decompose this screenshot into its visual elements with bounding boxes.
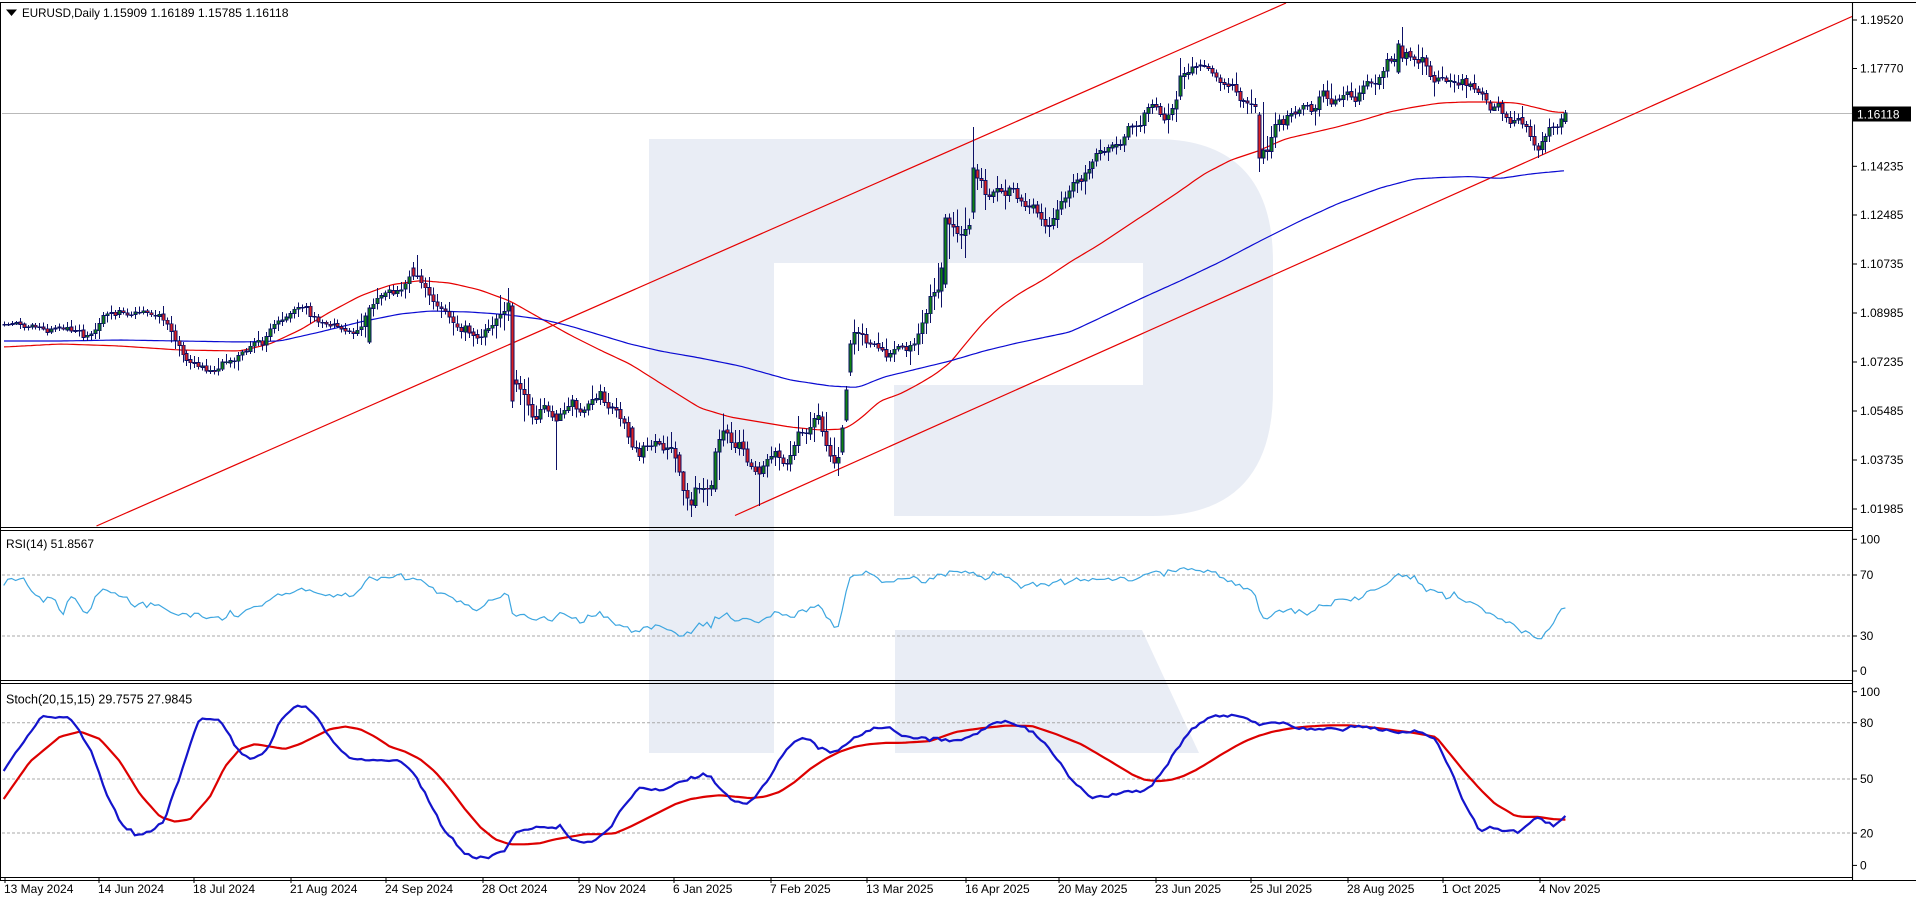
svg-text:1 Oct 2025: 1 Oct 2025 — [1442, 882, 1501, 896]
svg-text:30: 30 — [1860, 629, 1874, 643]
svg-text:1.12485: 1.12485 — [1860, 208, 1904, 222]
svg-text:100: 100 — [1860, 685, 1880, 699]
svg-text:1.08985: 1.08985 — [1860, 306, 1904, 320]
svg-text:50: 50 — [1860, 772, 1874, 786]
svg-text:1.07235: 1.07235 — [1860, 355, 1904, 369]
svg-text:1.10735: 1.10735 — [1860, 257, 1904, 271]
svg-text:EURUSD,Daily: EURUSD,Daily — [22, 7, 100, 20]
svg-text:14 Jun 2024: 14 Jun 2024 — [98, 882, 164, 896]
svg-text:28 Oct 2024: 28 Oct 2024 — [482, 882, 548, 896]
svg-text:21 Aug 2024: 21 Aug 2024 — [290, 882, 358, 896]
svg-text:6 Jan 2025: 6 Jan 2025 — [673, 882, 733, 896]
svg-text:25 Jul 2025: 25 Jul 2025 — [1250, 882, 1312, 896]
svg-text:0: 0 — [1860, 664, 1867, 678]
svg-text:1.19520: 1.19520 — [1860, 13, 1904, 27]
svg-text:100: 100 — [1860, 533, 1880, 547]
svg-text:23 Jun 2025: 23 Jun 2025 — [1155, 882, 1221, 896]
svg-text:Stoch(20,15,15) 29.7575 27.984: Stoch(20,15,15) 29.7575 27.9845 — [6, 693, 192, 707]
svg-text:29 Nov 2024: 29 Nov 2024 — [578, 882, 646, 896]
svg-text:70: 70 — [1860, 568, 1874, 582]
svg-text:13 May 2024: 13 May 2024 — [4, 882, 74, 896]
svg-text:1.01985: 1.01985 — [1860, 502, 1904, 516]
svg-text:24 Sep 2024: 24 Sep 2024 — [385, 882, 453, 896]
svg-text:18 Jul 2024: 18 Jul 2024 — [193, 882, 255, 896]
svg-text:1.15909 1.16189 1.15785 1.1611: 1.15909 1.16189 1.15785 1.16118 — [103, 6, 289, 20]
svg-text:4 Nov 2025: 4 Nov 2025 — [1539, 882, 1601, 896]
svg-text:1.16118: 1.16118 — [1857, 108, 1900, 122]
svg-text:7 Feb 2025: 7 Feb 2025 — [770, 882, 831, 896]
svg-text:0: 0 — [1860, 859, 1867, 873]
svg-text:16 Apr 2025: 16 Apr 2025 — [965, 882, 1030, 896]
svg-text:RSI(14) 51.8567: RSI(14) 51.8567 — [6, 537, 94, 551]
svg-text:20 May 2025: 20 May 2025 — [1058, 882, 1128, 896]
svg-text:1.03735: 1.03735 — [1860, 453, 1904, 467]
svg-text:1.05485: 1.05485 — [1860, 404, 1904, 418]
svg-text:28 Aug 2025: 28 Aug 2025 — [1347, 882, 1415, 896]
svg-text:20: 20 — [1860, 826, 1874, 840]
svg-text:1.17770: 1.17770 — [1860, 62, 1904, 76]
svg-text:80: 80 — [1860, 716, 1874, 730]
svg-text:1.14235: 1.14235 — [1860, 160, 1904, 174]
svg-text:13 Mar 2025: 13 Mar 2025 — [866, 882, 934, 896]
